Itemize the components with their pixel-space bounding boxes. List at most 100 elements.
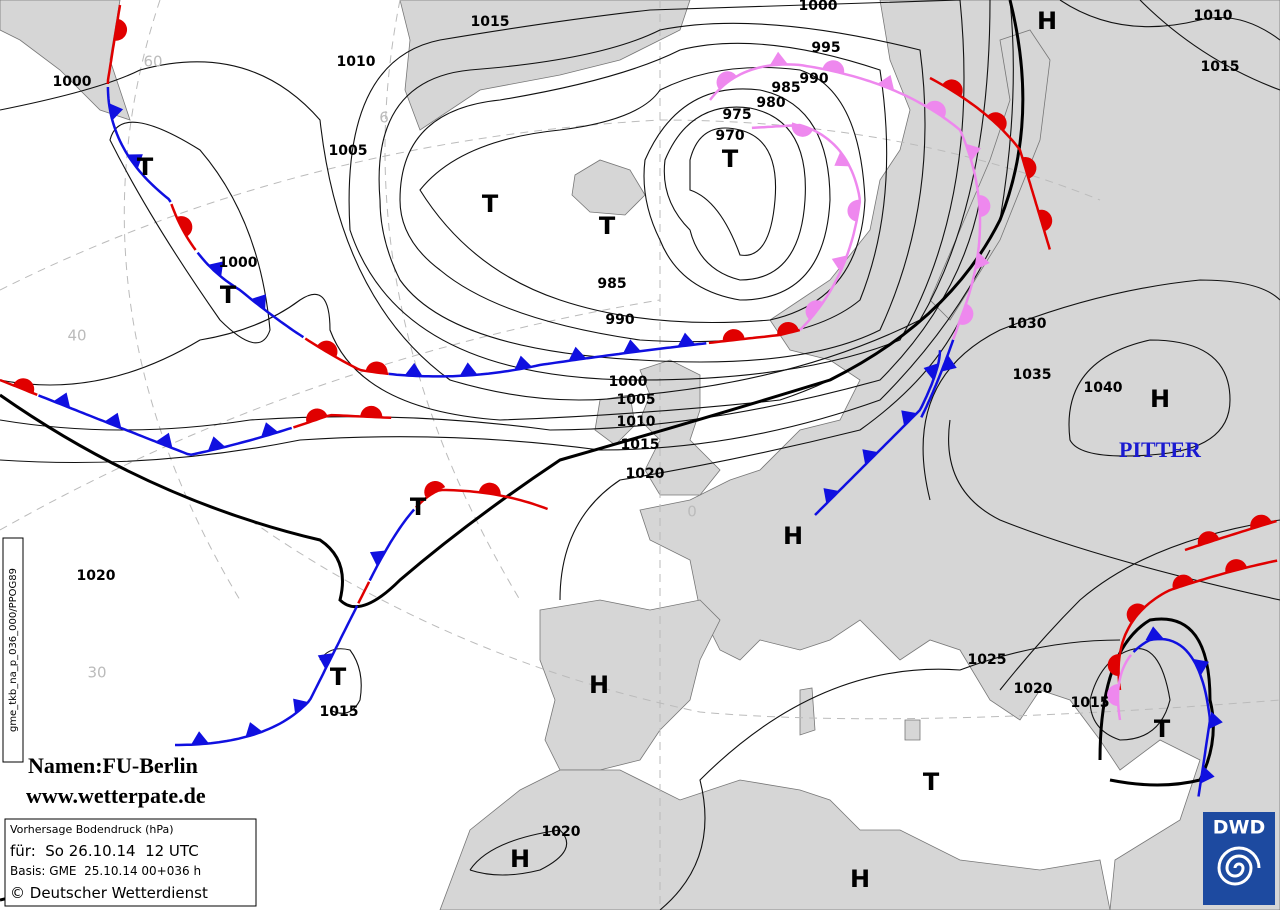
pressure-center: H: [510, 845, 530, 873]
triangle: [108, 103, 124, 121]
triangle: [975, 252, 990, 270]
triangle: [1193, 658, 1209, 676]
isobar-label: 1020: [1014, 681, 1053, 697]
semicircle: [822, 60, 845, 74]
warm-front-symbol: [365, 361, 388, 374]
pressure-center: H: [1037, 7, 1057, 35]
semicircle: [1197, 531, 1220, 546]
cold-front-symbol: [901, 410, 917, 426]
triangle: [834, 151, 851, 167]
isobar-label: 1020: [626, 466, 665, 482]
isobar-label: 990: [605, 312, 634, 328]
isobar-label: 1015: [320, 704, 359, 720]
triangle: [514, 355, 532, 371]
cold-front-symbol: [965, 143, 981, 161]
isobar-label: 1035: [1013, 367, 1052, 383]
warm-front-symbol: [478, 482, 501, 496]
warm-front-symbol: [942, 79, 963, 97]
isobar-label: 990: [799, 71, 828, 87]
isobar-label: 1005: [329, 143, 368, 159]
dwd-logo: DWD: [1203, 812, 1275, 905]
semicircle: [13, 378, 35, 394]
warm-front-symbol: [777, 322, 799, 336]
warm-front-symbol: [1197, 531, 1220, 546]
pressure-center: T: [220, 281, 237, 309]
isobar-label: 985: [771, 80, 800, 96]
isobar-label: 1010: [337, 54, 376, 70]
logo-text: DWD: [1213, 817, 1266, 839]
semicircle: [716, 71, 737, 89]
warm-front-symbol: [1022, 157, 1037, 179]
cold-front-symbol: [1145, 626, 1164, 641]
front-line: [368, 508, 416, 582]
warm-front-symbol: [987, 112, 1007, 131]
triangle: [369, 550, 386, 567]
triangle: [941, 354, 957, 372]
front-line: [814, 350, 942, 516]
triangle: [1145, 626, 1164, 641]
info-copyright: © Deutscher Wetterdienst: [10, 884, 208, 902]
front-line: [929, 76, 1052, 250]
front-line: [1184, 519, 1277, 552]
semicircle: [791, 122, 814, 137]
latitude-label: 60: [143, 53, 162, 71]
isobar-label: 1000: [219, 255, 258, 271]
warm-front-symbol: [822, 60, 845, 74]
isobar-label: 985: [597, 276, 626, 292]
front-line: [920, 339, 955, 418]
cold-front-symbol: [261, 422, 279, 438]
pressure-center: T: [410, 493, 427, 521]
triangle: [568, 346, 587, 361]
info-valid: für: So 26.10.14 12 UTC: [10, 842, 199, 860]
semicircle: [777, 322, 799, 336]
latitude-label: 40: [67, 327, 86, 345]
cold-front-symbol: [250, 294, 266, 311]
semicircle: [1225, 559, 1247, 573]
front-line: [357, 581, 371, 604]
cold-front-symbol: [975, 252, 990, 270]
isobar-label: 1000: [609, 374, 648, 390]
cold-front-symbol: [459, 362, 478, 376]
cold-front-symbol: [127, 154, 143, 170]
warm-front-symbol: [1172, 574, 1194, 589]
isobar-label: 1025: [968, 652, 1007, 668]
pressure-center: T: [599, 212, 616, 240]
cold-front-symbol: [834, 151, 851, 167]
labels: 1015100010101015101010009959909859809759…: [53, 0, 1240, 893]
cold-front-symbol: [831, 255, 848, 273]
triangle: [769, 51, 788, 66]
triangle: [250, 294, 266, 311]
isobar-label: 1030: [1008, 316, 1047, 332]
isobar-label: 1015: [1071, 695, 1110, 711]
credit-website: www.wetterpate.de: [26, 783, 206, 808]
product-code-box: [2, 537, 24, 763]
semicircle: [360, 405, 383, 418]
isobar-label: 1010: [617, 414, 656, 430]
semicircle: [722, 329, 745, 342]
semicircle: [1038, 209, 1053, 232]
latitude-label: 0: [687, 503, 697, 521]
warm-front-symbol: [1126, 603, 1145, 623]
cold-front-symbol: [293, 698, 309, 715]
semicircle: [958, 303, 974, 325]
semicircle: [1172, 574, 1194, 589]
semicircle: [1107, 684, 1119, 707]
pressure-center: T: [137, 153, 154, 181]
semicircle: [365, 361, 388, 374]
triangle: [677, 332, 696, 347]
cold-front-symbol: [769, 51, 788, 66]
cold-front-symbol: [108, 103, 124, 121]
semicircle: [1022, 157, 1037, 179]
warm-front-symbol: [317, 340, 338, 358]
cold-front-symbol: [877, 74, 895, 91]
semicircle: [478, 482, 501, 496]
isobar-label: 1000: [799, 0, 838, 14]
triangle: [404, 362, 423, 377]
triangle: [877, 74, 895, 91]
cold-front-symbol: [207, 436, 226, 452]
cold-front-symbol: [568, 346, 587, 361]
isobar-label: 1020: [77, 568, 116, 584]
front-line: [1132, 637, 1212, 797]
latitude-label: 30: [87, 664, 106, 682]
triangle: [207, 261, 224, 278]
